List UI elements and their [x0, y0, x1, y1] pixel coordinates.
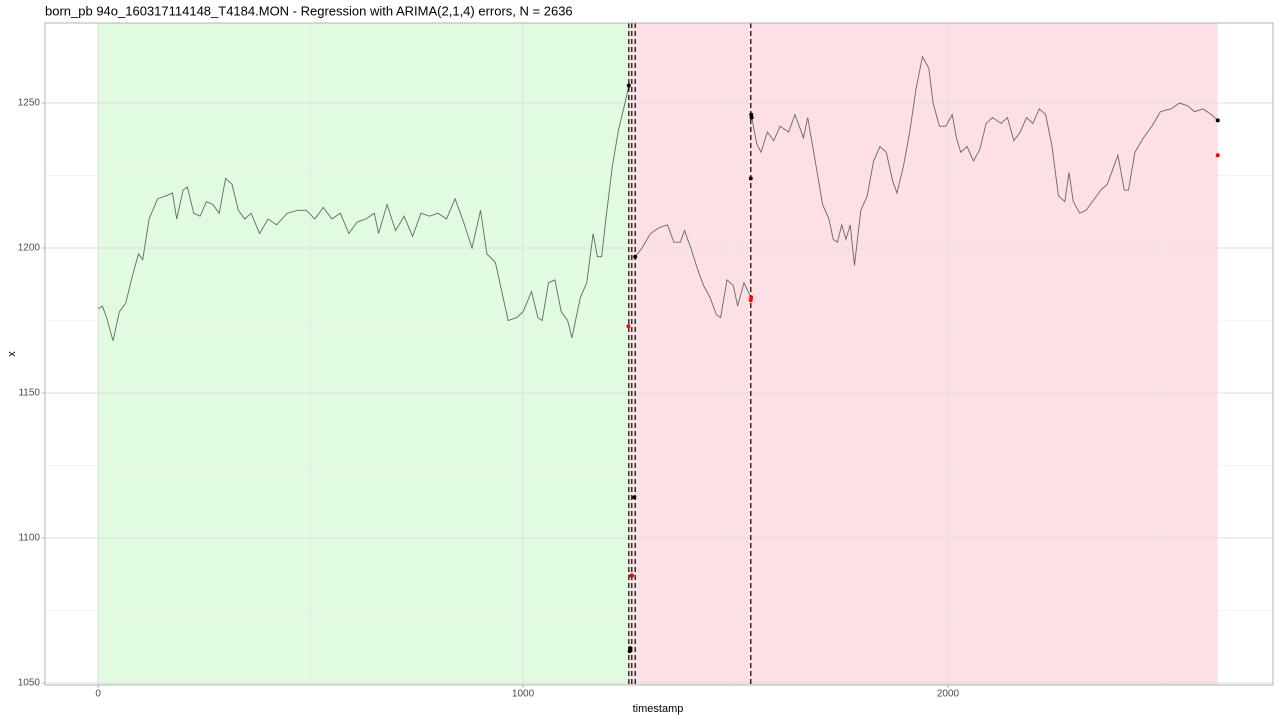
data-point	[1215, 153, 1220, 158]
region	[98, 23, 629, 685]
data-point	[626, 324, 631, 329]
x-tick-label: 2000	[937, 689, 960, 700]
panel-border	[44, 22, 1274, 686]
x-tick-label: 0	[95, 689, 101, 700]
x-axis-title: timestamp	[633, 703, 684, 715]
data-point	[633, 254, 638, 259]
y-tick-label: 1200	[18, 243, 41, 254]
data-point	[749, 115, 754, 120]
data-line	[750, 55, 1219, 266]
y-tick-label: 1250	[18, 98, 41, 109]
y-tick-label: 1100	[18, 533, 40, 544]
y-axis-title: x	[6, 351, 18, 357]
data-point	[628, 646, 633, 651]
data-line	[97, 85, 630, 341]
data-point	[632, 495, 637, 500]
x-tick-label: 1000	[512, 689, 535, 700]
data-point	[629, 573, 634, 578]
y-tick-label: 1050	[18, 678, 41, 689]
data-line	[634, 224, 752, 319]
chart-title: born_pb 94o_160317114148_T4184.MON - Reg…	[45, 3, 573, 18]
data-point	[748, 176, 753, 181]
region	[628, 23, 1218, 685]
data-point	[749, 295, 754, 300]
data-point	[1215, 118, 1220, 123]
y-tick-label: 1150	[18, 388, 40, 399]
data-point	[626, 83, 631, 88]
